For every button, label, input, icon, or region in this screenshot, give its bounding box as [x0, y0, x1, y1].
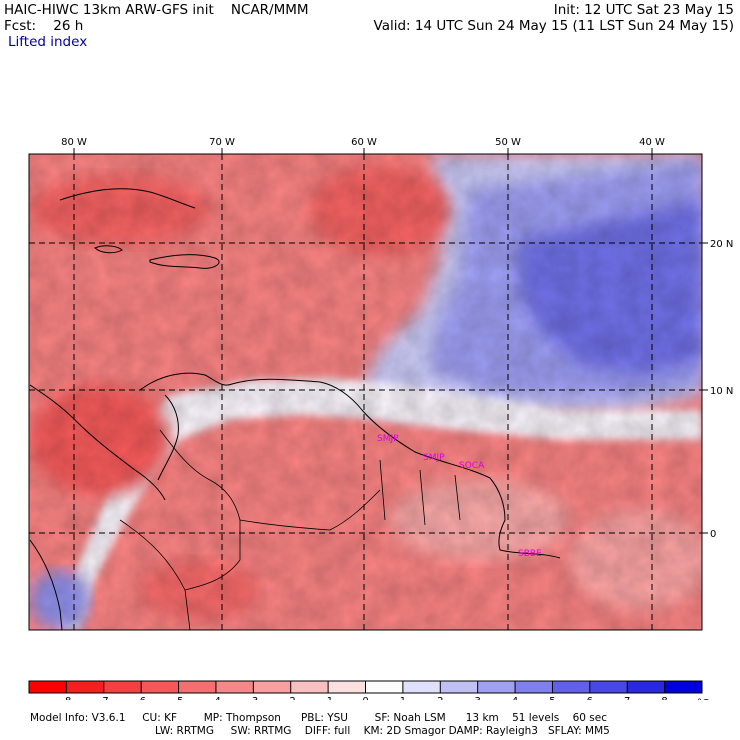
- colorbar-tick-label: 2: [437, 696, 443, 700]
- colorbar-tick-label: 7: [624, 696, 630, 700]
- pacific-coast: [29, 539, 63, 630]
- model-info-line1: Model Info: V3.6.1 CU: KF MP: Thompson P…: [30, 712, 607, 724]
- lifted-index-map: SMJP SMJP SOCA SBBE 80 W 70 W 60 W 50 W …: [28, 137, 733, 700]
- central-america-coast: [29, 384, 166, 501]
- colorbar-unit: °C: [697, 698, 709, 700]
- border-brazil-venezuela: [239, 489, 381, 531]
- init-time: Init: 12 UTC Sat 23 May 15: [553, 2, 734, 18]
- colorbar-tick-label: -1: [323, 696, 333, 700]
- border-colombia-peru: [119, 519, 191, 630]
- lon-label-40w: 40 W: [639, 137, 665, 148]
- colorbar-swatch: [141, 681, 180, 693]
- colorbar-tick-label: 5: [549, 696, 555, 700]
- colorbar-tick-label: 0: [362, 696, 368, 700]
- colorbar-tick-label: -3: [248, 696, 258, 700]
- forecast-hours: Fcst: 26 h: [4, 18, 84, 34]
- colorbar-tick-label: -2: [286, 696, 296, 700]
- field-name: Lifted index: [8, 34, 88, 50]
- colorbar-swatch: [627, 681, 666, 693]
- colorbar-swatch: [402, 681, 441, 693]
- station-label-smjp-1: SMJP: [377, 434, 399, 444]
- colorbar-swatch: [29, 681, 67, 693]
- station-label-sbbe: SBBE: [518, 549, 542, 559]
- colorbar-swatch: [253, 681, 292, 693]
- valid-time: Valid: 14 UTC Sun 24 May 15 (11 LST Sun …: [373, 18, 734, 34]
- colorbar-tick-label: -5: [174, 696, 184, 700]
- colorbar-tick-label: 3: [474, 696, 480, 700]
- country-borders: [119, 429, 461, 630]
- colorbar-swatch: [328, 681, 366, 693]
- colorbar-swatch: [477, 681, 516, 693]
- map-frame: [28, 153, 703, 631]
- lat-label-10n: 10 N: [710, 386, 733, 397]
- lat-lon-grid: [29, 154, 702, 630]
- colorbar-tick-label: 8: [661, 696, 667, 700]
- colorbar-tick-label: -7: [99, 696, 109, 700]
- jamaica-coast: [94, 245, 123, 254]
- field-texture: [29, 154, 702, 630]
- lat-labels: 20 N 10 N 0: [710, 239, 733, 540]
- lon-label-70w: 70 W: [209, 137, 235, 148]
- station-label-smjp-2: SMJP: [423, 453, 445, 463]
- station-label-soca: SOCA: [459, 461, 485, 471]
- hispaniola-coast: [149, 254, 220, 269]
- lake-maracaibo-coast: [157, 394, 179, 481]
- colorbar-swatch: [515, 681, 553, 693]
- lat-label-0: 0: [710, 529, 716, 540]
- colorbar-swatch: [664, 681, 703, 693]
- lon-label-60w: 60 W: [351, 137, 377, 148]
- border-guianas: [379, 459, 461, 526]
- colorbar-tick-label: -4: [211, 696, 221, 700]
- colorbar-swatch: [215, 681, 254, 693]
- model-title: HAIC-HIWC 13km ARW-GFS init NCAR/MMM: [4, 2, 309, 18]
- colorbar-swatch: [589, 681, 628, 693]
- colorbar-swatch: [440, 681, 479, 693]
- colorbar-tick-label: -6: [136, 696, 146, 700]
- lon-labels: 80 W 70 W 60 W 50 W 40 W: [61, 137, 665, 148]
- station-labels: SMJP SMJP SOCA SBBE: [377, 434, 542, 559]
- colorbar-swatch: [66, 681, 105, 693]
- colorbar-swatch: [178, 681, 217, 693]
- colorbar-tick-label: -8: [61, 696, 71, 700]
- coastlines: [29, 188, 561, 630]
- border-colombia-venezuela: [159, 429, 241, 560]
- lat-label-20n: 20 N: [710, 239, 733, 250]
- model-info-line2: LW: RRTMG SW: RRTMG DIFF: full KM: 2D Sm…: [155, 725, 610, 737]
- colorbar: -8 -7 -6 -5 -4 -3 -2 -1 0 1 2 3 4 5 6 7 8: [28, 680, 703, 700]
- colorbar-tick-label: 4: [512, 696, 518, 700]
- lon-label-50w: 50 W: [495, 137, 521, 148]
- colorbar-swatch: [290, 681, 329, 693]
- colorbar-swatch: [103, 681, 142, 693]
- colorbar-tick-label: 6: [587, 696, 593, 700]
- border-colombia-brazil: [184, 559, 241, 591]
- south-america-north-coast: [139, 372, 561, 559]
- cuba-coast: [59, 188, 196, 209]
- colorbar-tick-label: 1: [400, 696, 406, 700]
- colorbar-swatch: [365, 681, 404, 693]
- edge-ticks: [73, 148, 708, 534]
- lon-label-80w: 80 W: [61, 137, 87, 148]
- colorbar-swatch: [552, 681, 591, 693]
